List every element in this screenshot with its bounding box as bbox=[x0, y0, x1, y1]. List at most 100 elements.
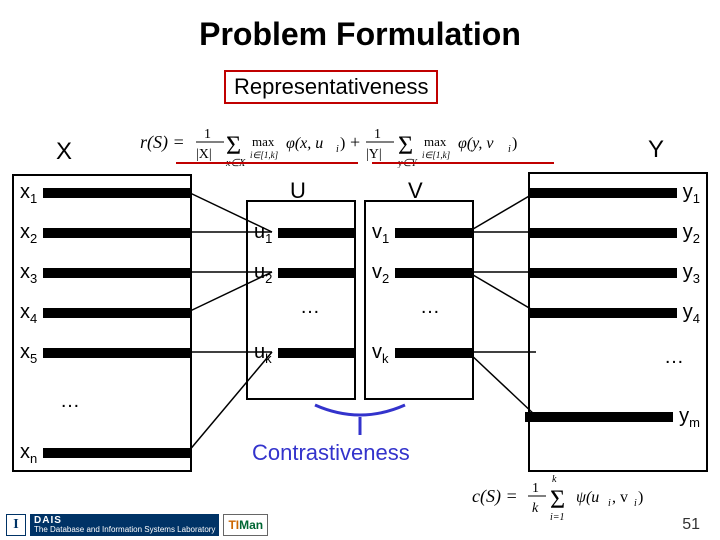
svg-text:1: 1 bbox=[374, 127, 381, 142]
v-set-label: V bbox=[408, 178, 423, 204]
item-label: u1 bbox=[254, 221, 272, 246]
set-item: y1 bbox=[529, 182, 700, 204]
item-label: x5 bbox=[20, 341, 37, 366]
set-item: y4 bbox=[529, 302, 700, 324]
item-label: y1 bbox=[683, 181, 700, 206]
item-bar bbox=[278, 268, 356, 278]
item-bar bbox=[43, 448, 191, 458]
logo-dais: DAIS The Database and Information System… bbox=[30, 514, 219, 536]
logo-timan: TIMan bbox=[223, 514, 268, 536]
set-item: vk bbox=[372, 342, 473, 364]
page-number: 51 bbox=[682, 516, 700, 534]
svg-text:c(S) =: c(S) = bbox=[472, 486, 518, 507]
item-bar bbox=[529, 228, 677, 238]
set-item: x2 bbox=[20, 222, 191, 244]
dais-small: The Database and Information Systems Lab… bbox=[34, 526, 215, 534]
representativeness-box: Representativeness bbox=[224, 70, 438, 104]
ellipsis: … bbox=[664, 346, 684, 369]
item-bar bbox=[395, 348, 473, 358]
set-item: u2 bbox=[254, 262, 356, 284]
ellipsis: … bbox=[420, 296, 440, 319]
ellipsis: … bbox=[300, 296, 320, 319]
y-set-label: Y bbox=[648, 136, 664, 164]
svg-text:i∈[1,k]: i∈[1,k] bbox=[250, 150, 279, 160]
contrastiveness-label: Contrastiveness bbox=[252, 440, 410, 466]
svg-text:i=1: i=1 bbox=[550, 512, 565, 523]
set-item: x4 bbox=[20, 302, 191, 324]
timan-ti: TI bbox=[228, 518, 239, 532]
svg-text:Σ: Σ bbox=[398, 131, 413, 160]
slide-title: Problem Formulation bbox=[0, 16, 720, 53]
item-bar bbox=[278, 348, 356, 358]
item-bar bbox=[43, 188, 191, 198]
item-label: y2 bbox=[683, 221, 700, 246]
set-item: x3 bbox=[20, 262, 191, 284]
svg-text:i: i bbox=[508, 144, 511, 155]
svg-text:Σ: Σ bbox=[226, 131, 241, 160]
set-item: ym bbox=[525, 406, 700, 428]
set-item: u1 bbox=[254, 222, 356, 244]
item-label: uk bbox=[254, 341, 272, 366]
item-bar bbox=[43, 308, 191, 318]
item-label: x4 bbox=[20, 301, 37, 326]
item-label: v1 bbox=[372, 221, 389, 246]
item-label: ym bbox=[679, 405, 700, 430]
u-set-label: U bbox=[290, 178, 306, 204]
svg-text:max: max bbox=[424, 134, 447, 149]
set-item: x1 bbox=[20, 182, 191, 204]
svg-text:y∈Y: y∈Y bbox=[397, 158, 418, 168]
item-label: v2 bbox=[372, 261, 389, 286]
item-bar bbox=[529, 268, 677, 278]
item-bar bbox=[278, 228, 356, 238]
item-label: x1 bbox=[20, 181, 37, 206]
svg-text:x∈X: x∈X bbox=[225, 158, 246, 168]
svg-text:1: 1 bbox=[532, 481, 539, 496]
set-item: x5 bbox=[20, 342, 191, 364]
svg-text:i∈[1,k]: i∈[1,k] bbox=[422, 150, 451, 160]
logo-illinois-icon: I bbox=[6, 514, 26, 536]
item-bar bbox=[529, 308, 677, 318]
svg-text:i: i bbox=[336, 144, 339, 155]
svg-text:i: i bbox=[608, 498, 611, 509]
set-item: v2 bbox=[372, 262, 473, 284]
set-item: y3 bbox=[529, 262, 700, 284]
set-item: y2 bbox=[529, 222, 700, 244]
svg-text:): ) bbox=[340, 135, 345, 152]
item-bar bbox=[43, 268, 191, 278]
svg-text:k: k bbox=[532, 501, 539, 516]
set-item: uk bbox=[254, 342, 356, 364]
svg-text:Σ: Σ bbox=[550, 485, 565, 514]
svg-text:max: max bbox=[252, 134, 275, 149]
item-bar bbox=[43, 348, 191, 358]
formula-cs: c(S) = 1 k Σ k i=1 ψ(u i , v i ) bbox=[472, 470, 700, 526]
ellipsis: … bbox=[60, 390, 80, 413]
svg-text:i: i bbox=[634, 498, 637, 509]
svg-text:|X|: |X| bbox=[196, 147, 212, 162]
svg-text:): ) bbox=[638, 489, 643, 506]
item-label: xn bbox=[20, 441, 37, 466]
svg-text:ψ(u: ψ(u bbox=[576, 489, 599, 506]
formula-rs: r(S) = 1 |X| Σ x∈X max i∈[1,k] φ(x, u i … bbox=[140, 118, 580, 168]
item-bar bbox=[395, 228, 473, 238]
item-label: x2 bbox=[20, 221, 37, 246]
svg-text:+: + bbox=[350, 132, 360, 152]
svg-text:): ) bbox=[512, 135, 517, 152]
item-label: y3 bbox=[683, 261, 700, 286]
x-set-label: X bbox=[56, 138, 72, 166]
svg-text:, v: , v bbox=[612, 489, 628, 506]
svg-text:k: k bbox=[552, 474, 557, 485]
svg-text:r(S) =: r(S) = bbox=[140, 132, 185, 153]
item-label: y4 bbox=[683, 301, 700, 326]
item-label: x3 bbox=[20, 261, 37, 286]
item-bar bbox=[43, 228, 191, 238]
item-bar bbox=[395, 268, 473, 278]
svg-text:φ(x, u: φ(x, u bbox=[286, 135, 323, 152]
footer-logos: I DAIS The Database and Information Syst… bbox=[6, 514, 268, 536]
timan-man: Man bbox=[239, 518, 263, 532]
item-label: vk bbox=[372, 341, 389, 366]
set-item: v1 bbox=[372, 222, 473, 244]
set-item: xn bbox=[20, 442, 191, 464]
svg-text:|Y|: |Y| bbox=[366, 147, 382, 162]
svg-text:1: 1 bbox=[204, 127, 211, 142]
item-bar bbox=[525, 412, 673, 422]
